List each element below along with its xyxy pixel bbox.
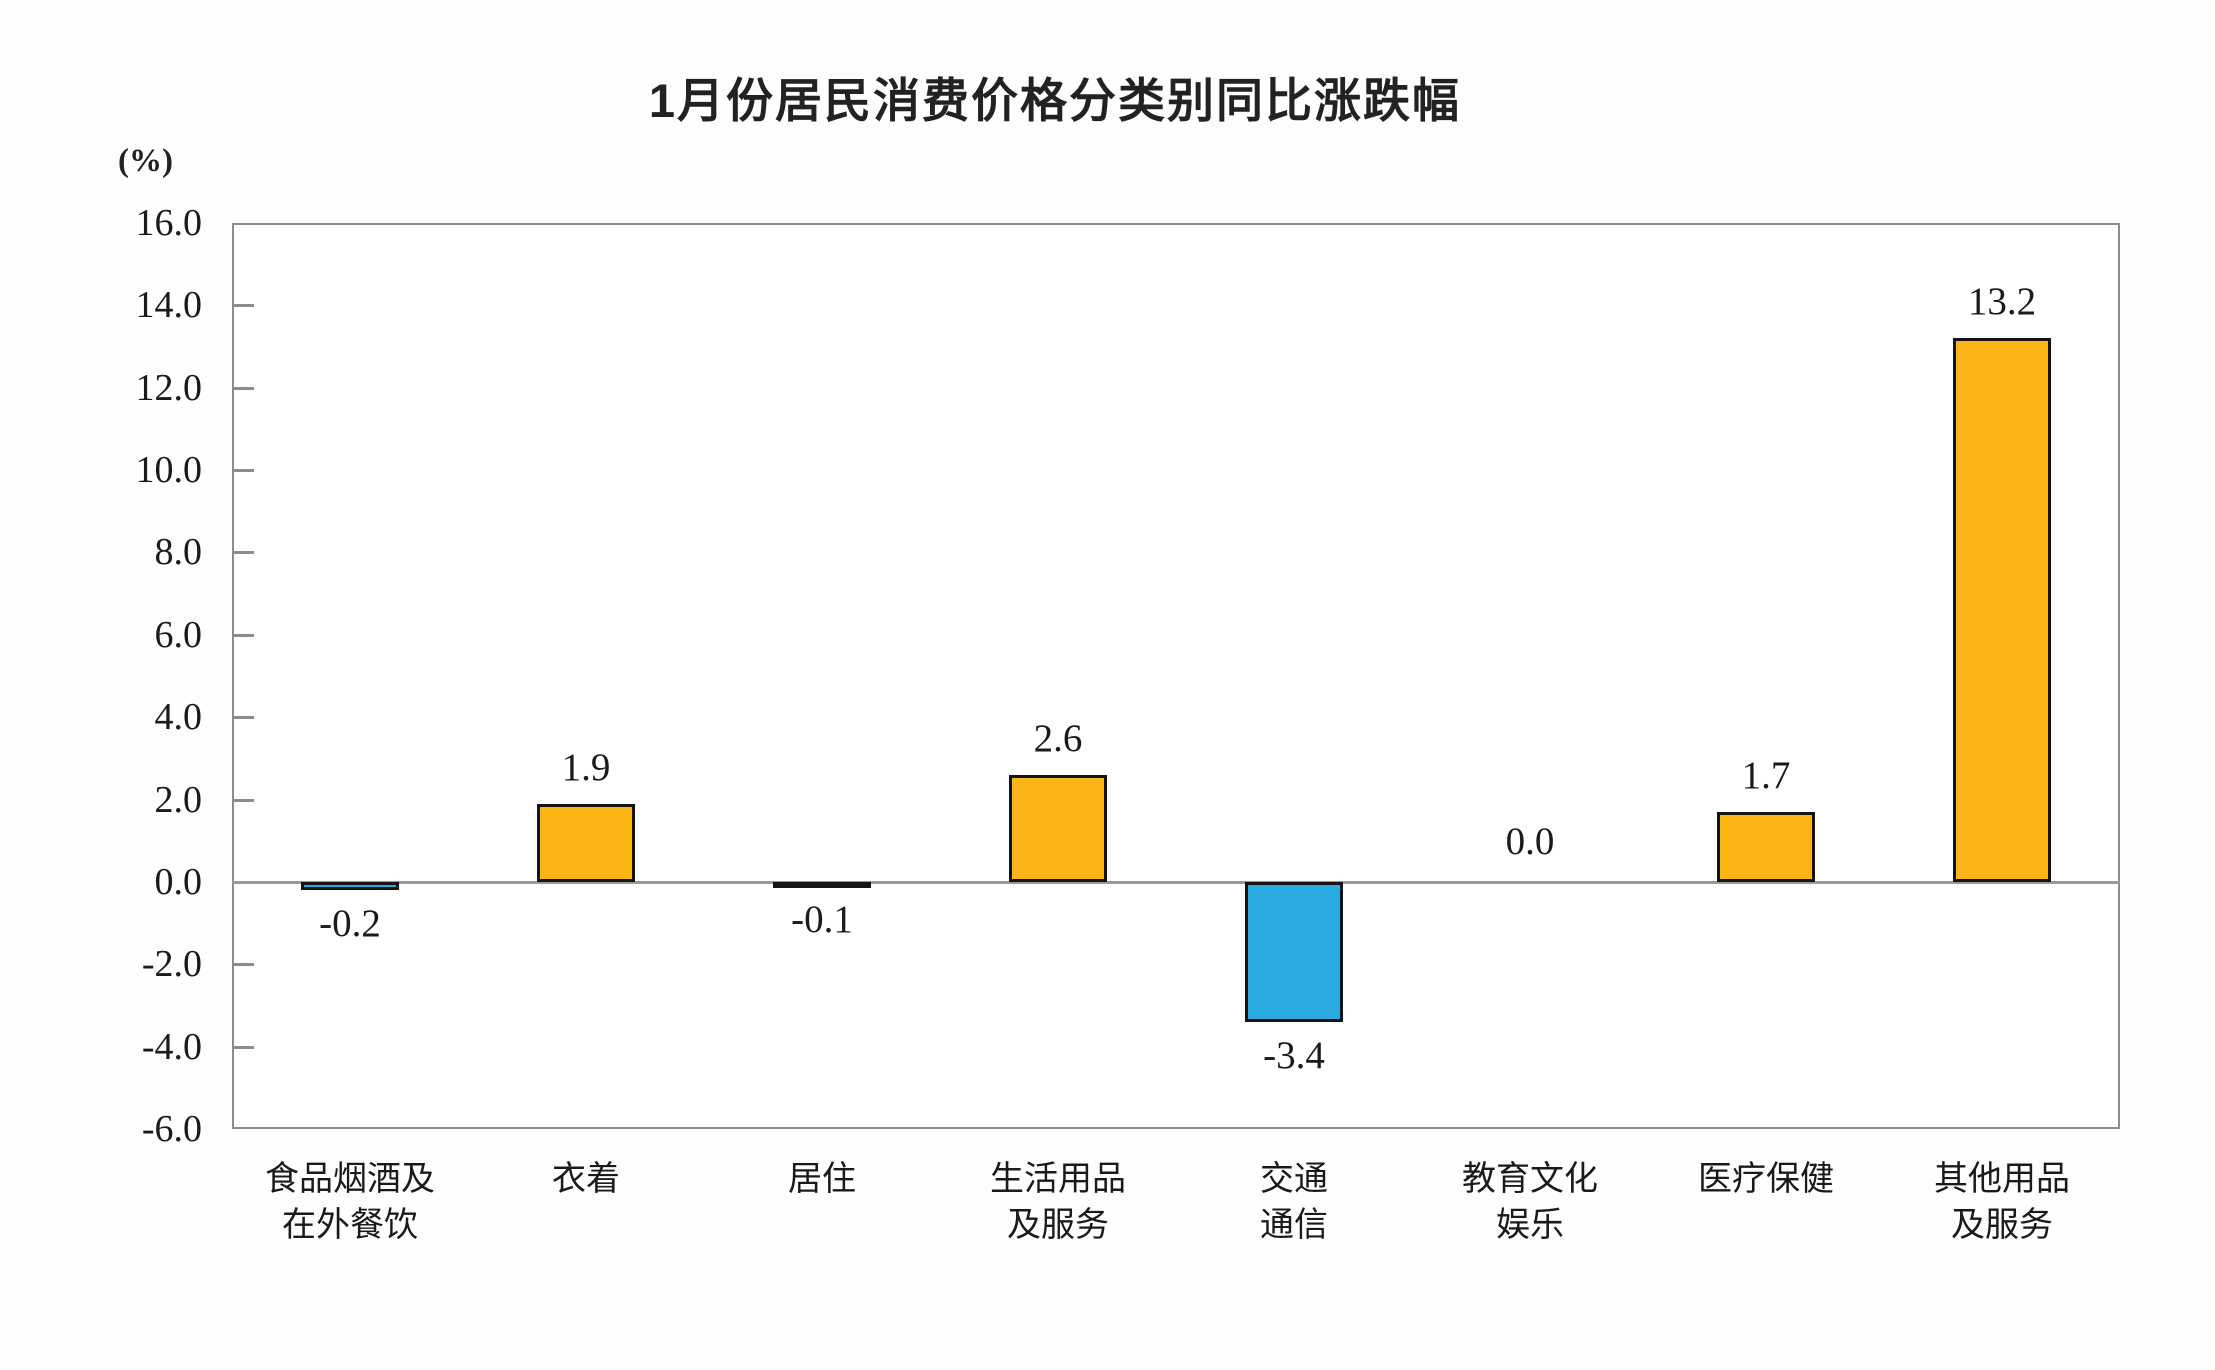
y-tick-label: 10.0 [135,449,203,492]
y-tick-label: 0.0 [154,860,203,903]
y-tick-mark [234,963,254,967]
y-tick-label: 16.0 [135,202,203,244]
y-tick-label: -2.0 [141,943,202,986]
y-tick-label: 2.0 [154,778,203,821]
bar-value-label: -0.2 [319,902,381,946]
x-category-label: 生活用品 及服务 [990,1161,1126,1244]
y-tick-label: 4.0 [154,696,203,739]
bar [1717,811,1815,882]
bar-value-label: 1.7 [1741,753,1791,797]
bar-value-label: 1.9 [561,745,611,789]
y-tick-mark [234,304,254,308]
x-category-label: 食品烟酒及 在外餐饮 [265,1161,435,1244]
chart-title: 1月份居民消费价格分类别同比涨跌幅 [648,74,1462,127]
bar [301,881,399,891]
bar [773,881,871,888]
x-category-label: 衣着 [552,1161,620,1198]
y-tick-mark [234,469,254,473]
y-tick-label: -4.0 [141,1025,202,1068]
y-tick-mark [234,633,254,637]
y-tick-mark [234,386,254,390]
bar [1009,774,1107,882]
y-tick-mark [234,798,254,802]
x-category-label: 教育文化 娱乐 [1462,1161,1598,1244]
y-tick-mark [234,716,254,720]
x-category-label: 交通 通信 [1260,1161,1328,1244]
bar-value-label: -3.4 [1263,1033,1325,1077]
bar [1245,881,1343,1022]
bar-value-label: -0.1 [791,898,853,942]
bar [537,803,635,882]
x-category-label: 医疗保健 [1698,1161,1834,1198]
y-tick-label: 14.0 [135,284,203,327]
x-category-label: 其他用品 及服务 [1934,1161,2070,1244]
bar-value-label: 0.0 [1505,819,1555,863]
y-tick-label: -6.0 [141,1108,202,1150]
y-tick-label: 6.0 [154,613,203,656]
y-tick-mark [234,1045,254,1049]
y-axis-unit-label: (%) [118,143,173,179]
bar-value-label: 2.6 [1033,716,1083,760]
y-tick-label: 12.0 [135,366,203,409]
plot-area [232,223,2120,1129]
y-tick-mark [234,551,254,555]
y-tick-label: 8.0 [154,531,203,574]
zero-baseline [232,880,2120,884]
bar-value-label: 13.2 [1967,280,2037,324]
bar [1953,338,2051,882]
x-category-label: 居住 [788,1161,856,1198]
